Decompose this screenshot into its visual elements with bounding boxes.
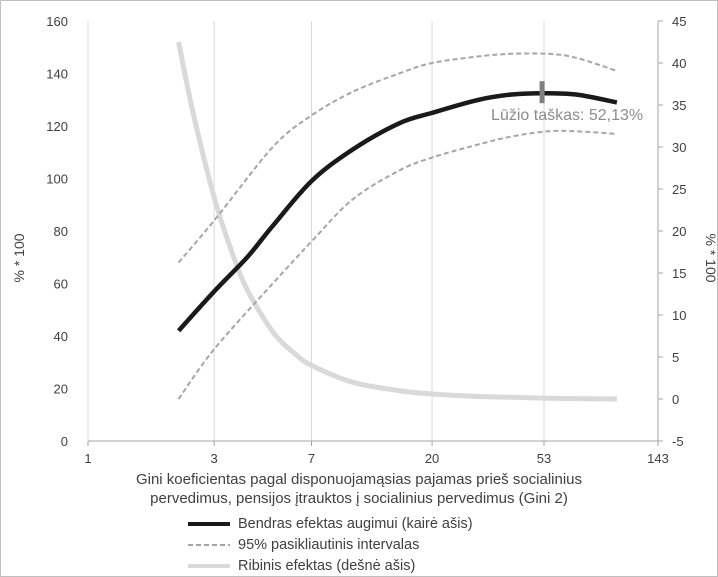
y-right-tick-label: 25 <box>672 182 686 197</box>
series-line-ci-lower <box>177 129 617 400</box>
breakpoint-marker <box>539 81 545 104</box>
legend-swatch-marginal-effect <box>188 564 230 568</box>
y-right-tick-label: 40 <box>672 56 686 71</box>
y-right-tick-label: 20 <box>672 224 686 239</box>
y-right-tick-label: 30 <box>672 140 686 155</box>
y-left-tick-label: 160 <box>46 14 68 29</box>
y-right-tick-label: -5 <box>672 434 684 449</box>
legend-item-confidence-interval: 95% pasikliautinis intervalas <box>186 535 419 555</box>
y-left-tick-label: 80 <box>54 224 68 239</box>
y-left-tick-label: 140 <box>46 67 68 82</box>
y-right-tick-label: 10 <box>672 308 686 323</box>
x-tick-label: 53 <box>537 451 551 466</box>
x-tick-label: 7 <box>308 451 315 466</box>
legend-item-total-effect: Bendras efektas augimui (kairė ašis) <box>186 514 473 534</box>
legend-label-marginal-effect: Ribinis efektas (dešnė ašis) <box>238 558 416 574</box>
y-right-tick-label: 45 <box>672 14 686 29</box>
y-right-tick-label: 5 <box>672 350 679 365</box>
x-axis-label-line-2: pervedimus, pensijos įtrauktos į sociali… <box>150 490 568 507</box>
y-left-tick-label: 100 <box>46 172 68 187</box>
y-left-tick-label: 120 <box>46 119 68 134</box>
x-tick-label: 143 <box>647 451 669 466</box>
legend-item-marginal-effect: Ribinis efektas (dešnė ašis) <box>186 556 415 576</box>
y-axis-left-label: % * 100 <box>11 233 27 282</box>
x-tick-label: 20 <box>425 451 439 466</box>
legend-label-total-effect: Bendras efektas augimui (kairė ašis) <box>238 516 473 532</box>
y-right-tick-label: 0 <box>672 392 679 407</box>
series-line-ci-upper <box>177 52 618 264</box>
legend-label-confidence-interval: 95% pasikliautinis intervalas <box>238 537 420 553</box>
y-right-tick-label: 15 <box>672 266 686 281</box>
series-line-marginal-effect <box>176 41 617 402</box>
breakpoint-label: Lūžio taškas: 52,13% <box>491 107 643 124</box>
y-axis-right-label: % * 100 <box>703 233 718 282</box>
y-left-tick-label: 40 <box>54 329 68 344</box>
x-tick-label: 1 <box>84 451 91 466</box>
series-line-total-effect <box>176 90 618 333</box>
x-tick-label: 3 <box>211 451 218 466</box>
y-left-tick-label: 20 <box>54 382 68 397</box>
legend-swatch-confidence-interval <box>188 544 230 546</box>
x-axis-label-line-1: Gini koeficientas pagal disponuojamąsias… <box>135 471 583 488</box>
y-right-tick-label: 35 <box>672 98 686 113</box>
y-left-tick-label: 60 <box>54 277 68 292</box>
legend-swatch-total-effect <box>188 522 230 526</box>
y-left-tick-label: 0 <box>61 434 68 449</box>
